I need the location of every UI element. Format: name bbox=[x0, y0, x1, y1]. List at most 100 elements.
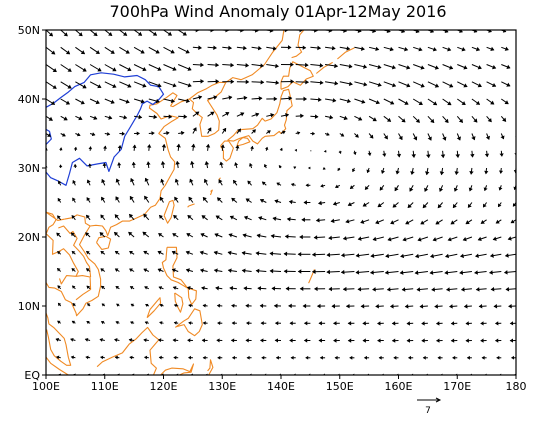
wind-vector-head bbox=[203, 178, 208, 184]
wind-vector bbox=[259, 198, 267, 203]
wind-vector-head bbox=[157, 338, 162, 343]
wind-vector-head bbox=[504, 253, 509, 258]
wind-vector-head bbox=[329, 114, 334, 120]
wind-vector bbox=[430, 253, 443, 259]
wind-vector-head bbox=[200, 79, 205, 84]
wind-vector bbox=[133, 46, 145, 54]
wind-vector-head bbox=[360, 46, 365, 51]
wind-vector-head bbox=[56, 355, 60, 360]
wind-vector bbox=[245, 198, 252, 203]
wind-vector bbox=[175, 160, 180, 169]
wind-vector bbox=[266, 96, 278, 102]
wind-vector-head bbox=[158, 355, 162, 360]
wind-vector-head bbox=[260, 321, 264, 326]
wind-vector-head bbox=[185, 268, 190, 273]
wind-vector bbox=[134, 114, 143, 120]
wind-vector-head bbox=[91, 132, 96, 137]
wind-vector-head bbox=[342, 236, 347, 241]
wind-vector bbox=[375, 304, 384, 309]
wind-vector bbox=[457, 81, 468, 88]
wind-vector-head bbox=[57, 302, 62, 307]
wind-vector-head bbox=[416, 287, 421, 292]
wind-vector bbox=[339, 46, 351, 51]
wind-vector-head bbox=[57, 251, 61, 255]
wind-vector-head bbox=[415, 253, 419, 259]
wind-vector bbox=[301, 217, 311, 223]
wind-vector bbox=[158, 355, 164, 360]
wind-vector bbox=[335, 184, 341, 189]
wind-vector bbox=[178, 81, 192, 88]
wind-vector bbox=[215, 286, 223, 291]
wind-vector bbox=[382, 150, 387, 157]
wind-vector-head bbox=[337, 167, 341, 171]
wind-vector-head bbox=[377, 321, 381, 326]
wind-vector-head bbox=[86, 197, 91, 202]
wind-vector bbox=[236, 95, 248, 101]
wind-vector bbox=[427, 64, 439, 70]
wind-vector bbox=[302, 303, 311, 309]
wind-vector-head bbox=[47, 133, 51, 137]
wind-vector bbox=[189, 178, 194, 186]
wind-vector bbox=[505, 287, 516, 292]
wind-vector-head bbox=[372, 287, 376, 292]
wind-vector-head bbox=[290, 182, 295, 187]
wind-vector bbox=[295, 96, 308, 102]
wind-vector bbox=[515, 47, 516, 48]
wind-vector bbox=[231, 197, 238, 203]
wind-vector-head bbox=[261, 181, 266, 186]
wind-vector-head bbox=[187, 82, 192, 88]
wind-vector bbox=[250, 145, 254, 151]
wind-vector bbox=[436, 338, 443, 343]
wind-vector-head bbox=[463, 304, 468, 309]
wind-vector-head bbox=[452, 203, 457, 209]
wind-vector-head bbox=[73, 163, 78, 167]
wind-vector-head bbox=[125, 49, 130, 54]
wind-vector bbox=[202, 303, 208, 308]
wind-vector bbox=[389, 304, 399, 309]
wind-vector bbox=[385, 253, 399, 259]
wind-vector bbox=[392, 202, 399, 208]
wind-vector bbox=[213, 250, 223, 256]
wind-vector-head bbox=[512, 203, 516, 207]
wind-vector bbox=[412, 81, 425, 88]
wind-vector bbox=[384, 270, 399, 275]
wind-vector bbox=[295, 62, 309, 68]
wind-vector-head bbox=[459, 30, 463, 33]
wind-vector bbox=[99, 338, 105, 342]
wind-vector-head bbox=[145, 303, 149, 308]
wind-vector-head bbox=[57, 197, 62, 202]
wind-vector-head bbox=[311, 269, 316, 275]
wind-vector-head bbox=[362, 202, 367, 207]
wind-vector bbox=[119, 64, 132, 72]
wind-vector bbox=[251, 112, 260, 117]
wind-vector bbox=[470, 150, 475, 158]
wind-vector bbox=[143, 213, 150, 221]
wind-vector bbox=[86, 320, 91, 325]
wind-vector bbox=[222, 45, 232, 51]
wind-vector bbox=[478, 304, 487, 309]
wind-vector bbox=[515, 30, 516, 31]
wind-vector-head bbox=[144, 177, 149, 182]
wind-vector bbox=[220, 144, 225, 151]
kyushu-coast bbox=[220, 140, 234, 162]
wind-vector-head bbox=[73, 146, 78, 150]
wind-vector-head bbox=[161, 143, 167, 148]
wind-vector-head bbox=[246, 355, 250, 360]
wind-vector-head bbox=[51, 50, 56, 55]
wind-vector bbox=[100, 320, 106, 325]
wind-vector bbox=[266, 130, 271, 134]
wind-vector-head bbox=[287, 45, 292, 50]
wind-vector bbox=[230, 338, 237, 343]
wind-vector-head bbox=[260, 63, 265, 68]
wind-vector bbox=[482, 202, 488, 208]
wind-vector-head bbox=[302, 303, 307, 309]
wind-vector-head bbox=[414, 270, 419, 276]
wind-vector-head bbox=[108, 31, 113, 36]
wind-vector bbox=[484, 150, 490, 158]
wind-vector-head bbox=[328, 235, 332, 241]
wind-vector bbox=[510, 219, 516, 224]
wind-vector bbox=[383, 133, 388, 140]
wind-vector-head bbox=[445, 253, 450, 259]
wind-vector bbox=[117, 162, 122, 169]
wind-vector bbox=[503, 270, 516, 275]
